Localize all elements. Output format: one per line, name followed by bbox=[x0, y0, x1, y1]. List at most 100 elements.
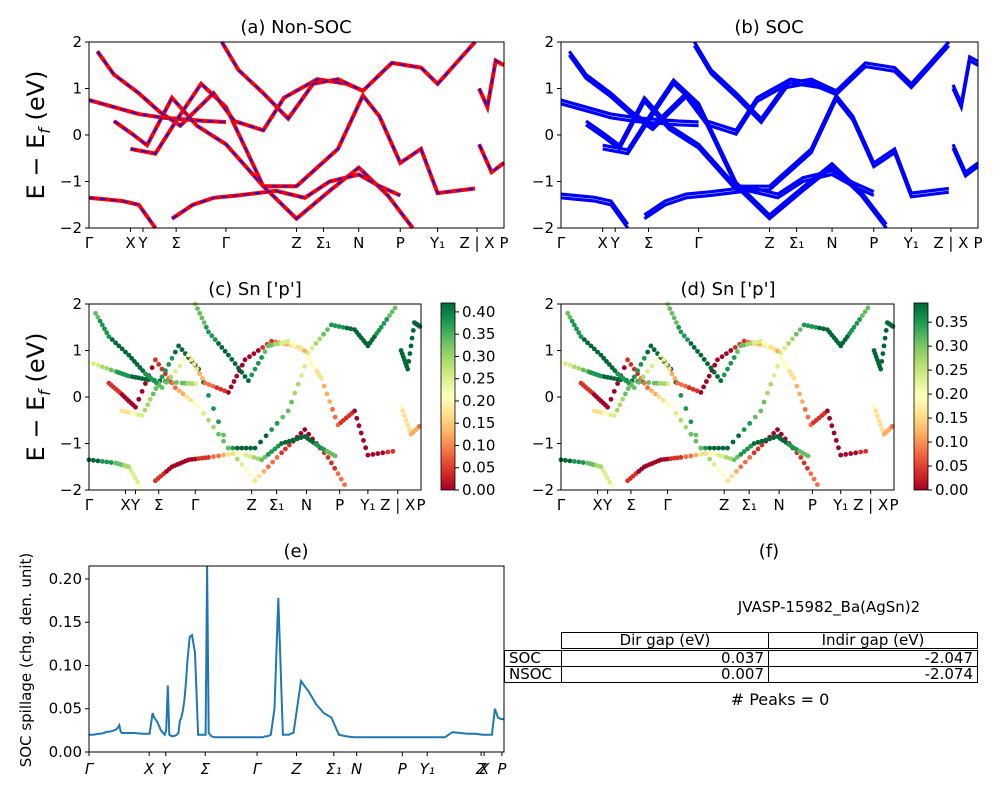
scatter-point bbox=[407, 427, 412, 432]
scatter-point bbox=[239, 362, 245, 368]
scatter-point bbox=[239, 451, 245, 457]
scatter-point bbox=[567, 362, 573, 368]
scatter-point bbox=[332, 323, 338, 329]
scatter-point bbox=[239, 369, 245, 375]
scatter-point bbox=[274, 421, 280, 426]
band-line bbox=[951, 54, 979, 109]
scatter-point bbox=[95, 362, 101, 368]
band-line bbox=[477, 143, 506, 176]
scatter-point bbox=[752, 414, 758, 420]
x-tick-label: P bbox=[396, 234, 405, 252]
scatter-point bbox=[340, 324, 346, 330]
scatter-point bbox=[188, 397, 194, 403]
colorbar-tick-label: 0.00 bbox=[462, 481, 495, 499]
scatter-point bbox=[325, 327, 330, 332]
scatter-point bbox=[703, 451, 709, 456]
panel-a-ylabel: E − Ef (eV) bbox=[22, 71, 54, 200]
panel-e: (e) 0.200.150.100.050.00Γ X Y Σ Γ Z Σ₁ N P Y₁ ZX P … bbox=[17, 541, 507, 778]
scatter-point bbox=[210, 383, 216, 389]
x-tick-label: N bbox=[301, 496, 312, 514]
scatter-point bbox=[302, 427, 308, 432]
y-tick-label: 0 bbox=[72, 126, 82, 144]
band-line-dashed bbox=[221, 41, 364, 120]
scatter-point bbox=[691, 345, 697, 350]
scatter-point bbox=[731, 457, 737, 463]
scatter-point bbox=[307, 358, 313, 364]
scatter-point bbox=[702, 445, 708, 451]
scatter-point bbox=[645, 369, 650, 374]
x-tick-label: Σ₁ bbox=[789, 234, 805, 252]
scatter-point bbox=[759, 438, 765, 444]
scatter-point bbox=[730, 439, 736, 445]
panel-c-colorbar-ticks: 0.00 0.05 0.10 0.15 0.20 0.25 0.30 0.35 0.40 bbox=[455, 303, 495, 499]
scatter-point bbox=[231, 379, 237, 384]
y-tick-label: 0.10 bbox=[49, 656, 82, 674]
scatter-point bbox=[211, 454, 216, 460]
scatter-point bbox=[721, 372, 727, 378]
x-tick-label: Σ₁ bbox=[741, 496, 757, 514]
scatter-point bbox=[693, 438, 699, 444]
scatter-point bbox=[808, 471, 814, 477]
scatter-point bbox=[718, 378, 724, 384]
scatter-point bbox=[711, 369, 717, 375]
scatter-point bbox=[310, 362, 315, 367]
scatter-point bbox=[731, 355, 737, 360]
scatter-point bbox=[813, 324, 819, 330]
panel-c-ylabel: E − Ef (eV) bbox=[22, 333, 54, 462]
y-tick-label: −1 bbox=[60, 173, 82, 191]
scatter-point bbox=[172, 369, 178, 374]
scatter-point bbox=[607, 479, 613, 485]
scatter-point bbox=[725, 445, 730, 451]
scatter-point bbox=[336, 324, 342, 329]
scatter-point bbox=[201, 410, 206, 416]
scatter-point bbox=[164, 379, 169, 385]
x-tick-label: Γ bbox=[85, 496, 94, 514]
scatter-point bbox=[827, 415, 832, 421]
colorbar-tick-label: 0.20 bbox=[462, 392, 495, 410]
x-tick-label: X bbox=[592, 496, 602, 514]
scatter-point bbox=[317, 336, 323, 342]
scatter-point bbox=[163, 368, 168, 373]
scatter-point bbox=[405, 422, 411, 428]
y-tick-label: −2 bbox=[532, 481, 554, 499]
band-line bbox=[951, 147, 979, 179]
scatter-point bbox=[113, 340, 118, 346]
scatter-point bbox=[387, 313, 392, 318]
x-tick-label: Y₁ bbox=[429, 234, 445, 252]
scatter-point bbox=[725, 366, 730, 372]
scatter-point bbox=[243, 467, 249, 473]
y-tick-label: −1 bbox=[532, 173, 554, 191]
scatter-point bbox=[797, 327, 803, 332]
scatter-point bbox=[290, 437, 296, 443]
scatter-point bbox=[876, 417, 882, 423]
scatter-point bbox=[172, 385, 178, 391]
scatter-point bbox=[838, 452, 844, 458]
scatter-point bbox=[681, 333, 687, 339]
scatter-point bbox=[166, 362, 172, 367]
y-tick-label: −1 bbox=[60, 435, 82, 453]
scatter-point bbox=[815, 482, 820, 487]
x-tick-label: Z bbox=[764, 234, 774, 252]
scatter-point bbox=[365, 452, 371, 458]
x-tick-label: P bbox=[499, 234, 508, 252]
scatter-point bbox=[576, 459, 582, 465]
scatter-point bbox=[222, 348, 228, 354]
scatter-point bbox=[130, 472, 136, 477]
scatter-point bbox=[248, 445, 254, 451]
scatter-point bbox=[588, 343, 594, 349]
x-tick-label: Σ₁ bbox=[269, 496, 285, 514]
scatter-point bbox=[248, 472, 254, 478]
scatter-point bbox=[854, 321, 860, 326]
scatter-point bbox=[361, 438, 366, 443]
scatter-point bbox=[595, 349, 600, 355]
scatter-point bbox=[793, 331, 799, 337]
scatter-point bbox=[99, 459, 105, 464]
scatter-point bbox=[649, 388, 654, 394]
x-tick-label: Z | X bbox=[933, 234, 968, 252]
band-line bbox=[220, 40, 364, 122]
band-line bbox=[693, 41, 837, 122]
scatter-point bbox=[168, 374, 174, 380]
scatter-point bbox=[675, 380, 680, 386]
scatter-point bbox=[801, 322, 807, 328]
scatter-point bbox=[665, 381, 671, 387]
